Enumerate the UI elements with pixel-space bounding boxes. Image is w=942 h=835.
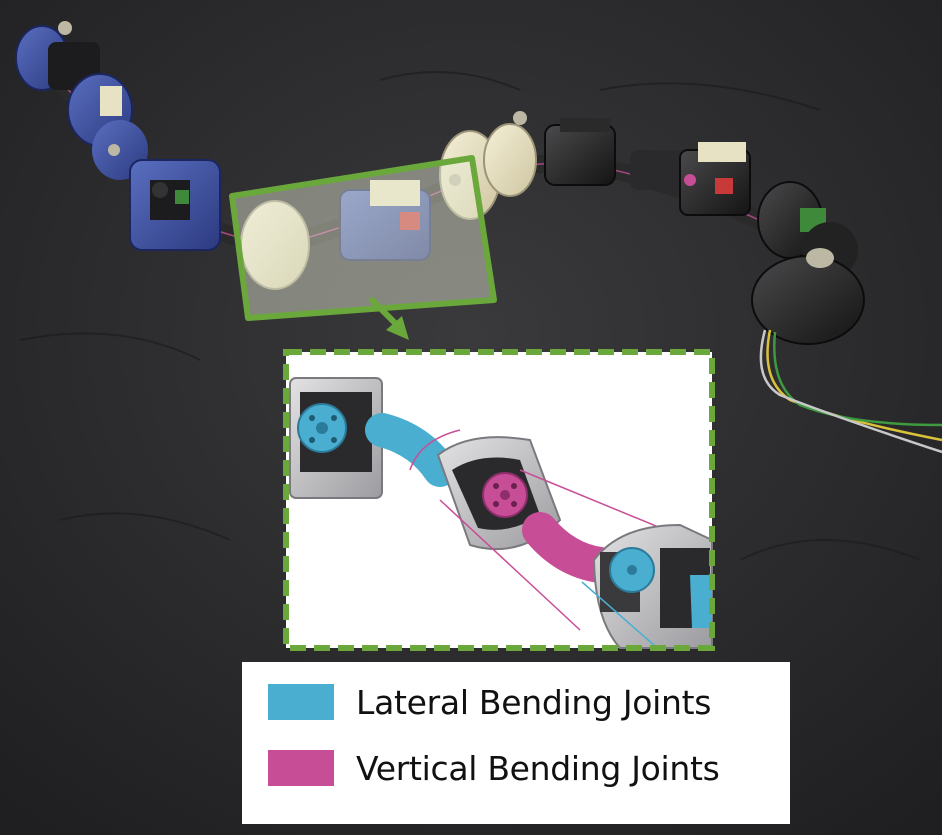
legend-item-lateral: Lateral Bending Joints [268, 682, 711, 722]
cad-inset [283, 349, 715, 651]
inset-dashed-frame [283, 349, 715, 651]
cream-modules [240, 111, 537, 290]
cad-module-3 [592, 523, 713, 649]
dark-modules [544, 118, 865, 345]
legend-item-vertical: Vertical Bending Joints [268, 748, 720, 788]
legend-label-vertical: Vertical Bending Joints [356, 748, 720, 788]
cad-module-1 [289, 377, 383, 499]
robot-snake [15, 21, 942, 454]
tether-wires [759, 329, 942, 454]
floor-wrinkles [19, 71, 921, 561]
legend-swatch-lateral [268, 684, 334, 720]
blue-modules [15, 21, 221, 251]
legend: Lateral Bending Joints Vertical Bending … [242, 662, 790, 824]
zoom-arrow-icon [369, 297, 409, 340]
legend-swatch-vertical [268, 750, 334, 786]
legend-label-lateral: Lateral Bending Joints [356, 682, 712, 722]
highlight-region [229, 155, 497, 321]
